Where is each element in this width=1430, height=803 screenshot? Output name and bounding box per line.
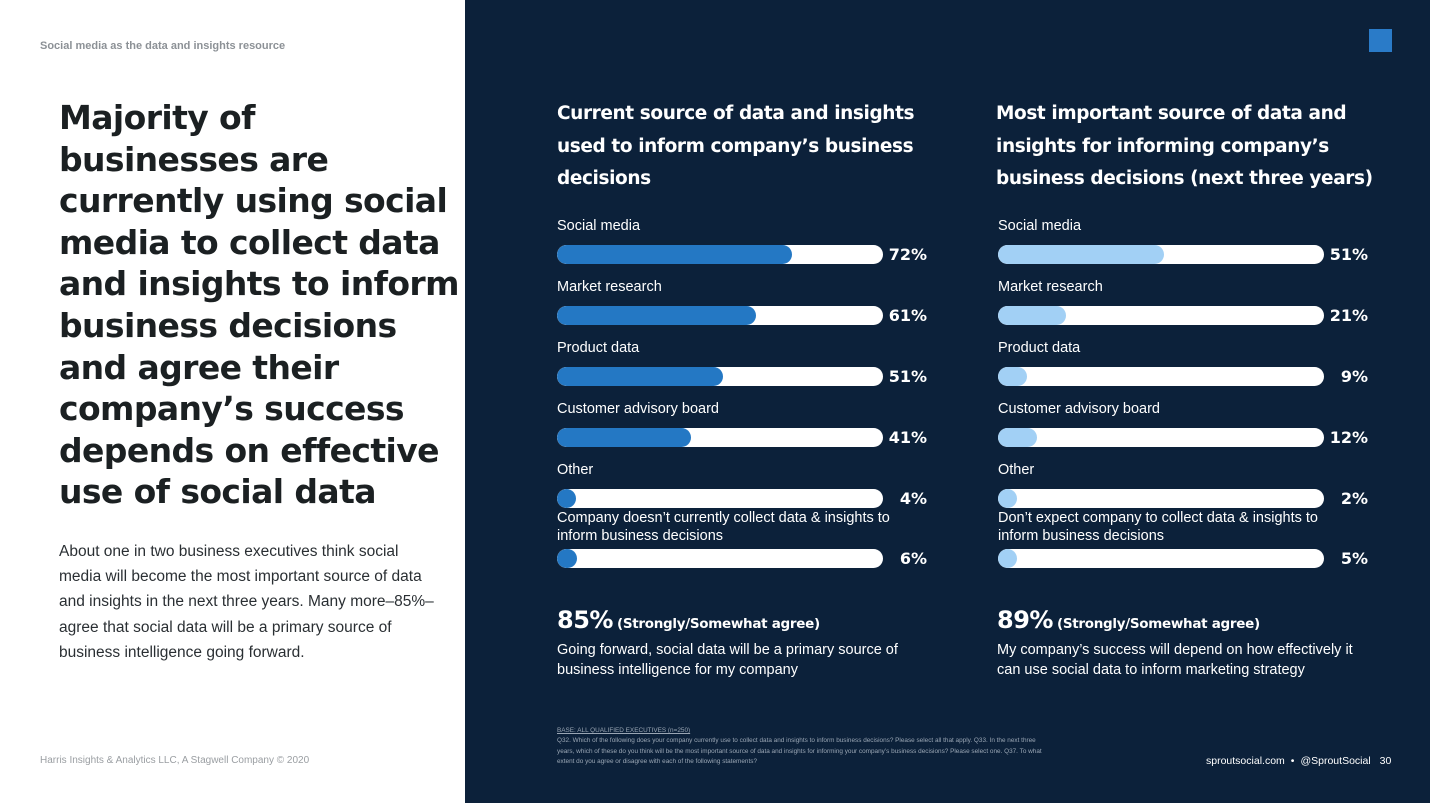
bar-category-label: Social media xyxy=(557,218,641,234)
stat-description: My company’s success will depend on how … xyxy=(997,642,1353,678)
bar-track xyxy=(998,489,1324,508)
bar-value-label: 4% xyxy=(899,489,927,508)
bar-fill xyxy=(998,367,1028,386)
bar-value-label: 51% xyxy=(888,367,927,386)
stat-qualifier: (Strongly/Somewhat agree) xyxy=(1056,616,1260,632)
right-panel xyxy=(465,0,1430,803)
stat-description: Going forward, social data will be a pri… xyxy=(557,642,898,678)
bar-track xyxy=(557,549,883,568)
bar-category-label: Customer advisory board xyxy=(557,401,719,417)
stat-value: 85% xyxy=(557,606,613,634)
bar-value-label: 72% xyxy=(888,245,927,264)
bar-category-label: Other xyxy=(557,462,594,478)
bar-category-label: Product data xyxy=(998,340,1081,356)
right-footer: sproutsocial.com • @SproutSocial 30 xyxy=(1206,755,1391,767)
separator-dot: • xyxy=(1290,755,1295,767)
bar-fill xyxy=(557,549,577,568)
stat-value: 89% xyxy=(997,606,1053,634)
headline: Majority of businesses are currently usi… xyxy=(59,98,459,512)
bar-fill xyxy=(557,245,792,264)
bar-category-label: Market research xyxy=(557,279,662,295)
bar-track xyxy=(557,245,883,264)
bar-track xyxy=(998,428,1324,447)
website-link[interactable]: sproutsocial.com xyxy=(1206,755,1285,767)
bar-track xyxy=(557,306,883,325)
bar-fill xyxy=(557,489,576,508)
bar-category-label: Product data xyxy=(557,340,640,356)
bar-fill xyxy=(998,245,1165,264)
bar-fill xyxy=(998,306,1067,325)
bar-track xyxy=(557,367,883,386)
stat-company-success: 89% (Strongly/Somewhat agree) My company’… xyxy=(997,606,1397,680)
bar-fill xyxy=(557,428,691,447)
bar-category-label: Other xyxy=(998,462,1035,478)
bar-value-label: 51% xyxy=(1329,245,1368,264)
bar-fill xyxy=(998,428,1038,447)
social-handle[interactable]: @SproutSocial xyxy=(1300,755,1371,767)
base-note-text: Q32. Which of the following does your co… xyxy=(557,737,1042,766)
bar-fill xyxy=(998,549,1017,568)
bar-category-label: Company doesn’t currently collect data &… xyxy=(557,510,890,544)
bar-track xyxy=(998,245,1324,264)
bar-value-label: 21% xyxy=(1329,306,1368,325)
body-text: About one in two business executives thi… xyxy=(59,543,434,661)
copyright-footer: Harris Insights & Analytics LLC, A Stagw… xyxy=(40,755,310,766)
chart-title-current: Current source of data and insights used… xyxy=(557,103,915,189)
bar-category-label: Market research xyxy=(998,279,1103,295)
bar-category-label: Customer advisory board xyxy=(998,401,1160,417)
bar-value-label: 6% xyxy=(899,549,927,568)
bar-track xyxy=(998,306,1324,325)
bar-value-label: 12% xyxy=(1329,428,1368,447)
stat-primary-source: 85% (Strongly/Somewhat agree) Going forwa… xyxy=(557,606,957,680)
base-note-heading: BASE: ALL QUALIFIED EXECUTIVES (n=250) xyxy=(557,727,691,734)
chart-title-future: Most important source of data and insigh… xyxy=(996,103,1373,189)
page-number: 30 xyxy=(1379,755,1392,767)
square-icon xyxy=(1369,29,1392,52)
bar-fill xyxy=(557,367,724,386)
bar-value-label: 5% xyxy=(1340,549,1368,568)
bar-category-label: Social media xyxy=(998,218,1082,234)
bar-track xyxy=(998,367,1324,386)
stat-qualifier: (Strongly/Somewhat agree) xyxy=(616,616,820,632)
bar-value-label: 61% xyxy=(888,306,927,325)
section-label: Social media as the data and insights re… xyxy=(40,40,286,52)
bar-track xyxy=(557,428,883,447)
left-panel: Social media as the data and insights re… xyxy=(0,0,465,803)
bar-fill xyxy=(557,306,756,325)
bar-track xyxy=(998,549,1324,568)
bar-track xyxy=(557,489,883,508)
bar-value-label: 2% xyxy=(1340,489,1368,508)
bar-value-label: 41% xyxy=(888,428,927,447)
bar-fill xyxy=(998,489,1017,508)
base-note: BASE: ALL QUALIFIED EXECUTIVES (n=250) Q… xyxy=(557,726,1047,768)
bar-value-label: 9% xyxy=(1340,367,1368,386)
bar-category-label: Don’t expect company to collect data & i… xyxy=(998,510,1318,544)
